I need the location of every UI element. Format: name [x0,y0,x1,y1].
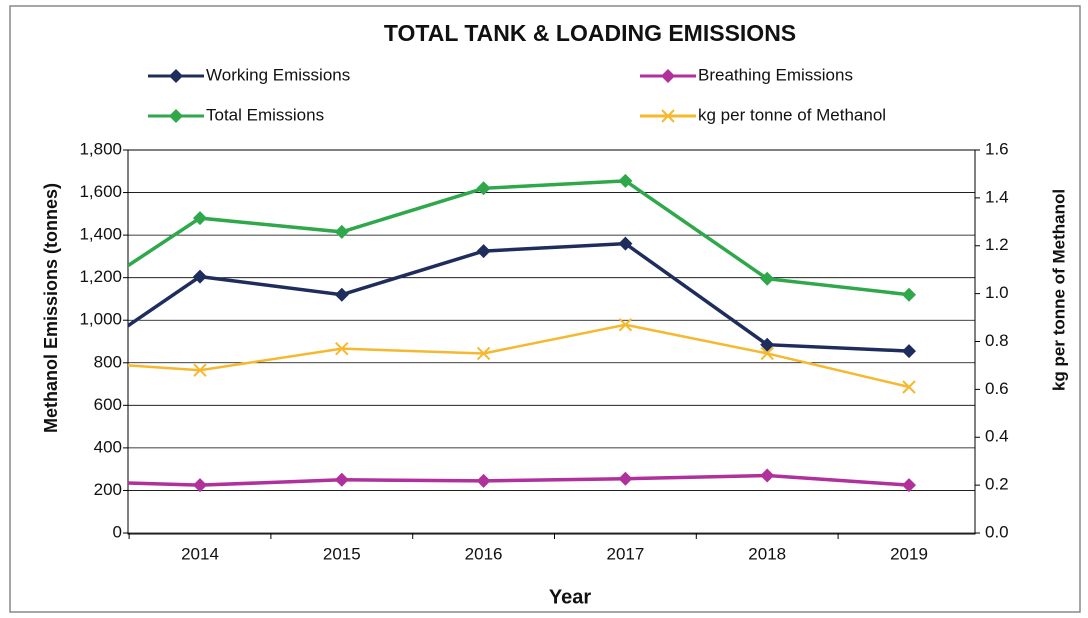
legend-label: Working Emissions [206,65,350,84]
point-marker [760,271,775,286]
y-tick-label: 1,600 [79,182,122,201]
x-tick-label: 2015 [323,544,361,563]
point-marker [51,474,65,488]
y-tick-label: 1,800 [79,139,122,158]
y2-tick-label: 0.2 [985,475,1009,494]
legend-label: Total Emissions [206,105,324,124]
point-marker [760,346,774,361]
y-tick-label: 400 [94,437,122,456]
point-marker [760,468,775,483]
y2-tick-label: 0.0 [985,522,1009,541]
point-marker [169,69,183,83]
x-tick-label: 2014 [181,544,219,563]
point-marker [661,69,675,83]
chart-title: TOTAL TANK & LOADING EMISSIONS [384,20,796,46]
legend-label: Breathing Emissions [698,65,853,84]
point-marker [618,318,633,332]
y-tick-label: 800 [94,352,122,371]
point-marker [618,173,633,188]
x-tick-label: 2016 [465,544,503,563]
chart-frame [9,5,1081,613]
y2-tick-label: 1.0 [985,283,1009,302]
point-marker [902,287,916,302]
y-tick-label: 1,000 [79,310,122,329]
point-marker [476,244,491,259]
y2-tick-label: 1.2 [985,235,1009,254]
point-marker [760,337,775,352]
y2-tick-label: 0.4 [985,427,1009,446]
point-marker [476,181,491,196]
y-tick-label: 0 [113,522,122,541]
y-tick-label: 600 [94,395,122,414]
y-tick-label: 1,200 [79,267,122,286]
x-tick-label: 2018 [748,544,786,563]
y2-tick-label: 1.4 [985,187,1009,206]
point-marker [902,478,916,493]
y2-tick-label: 0.6 [985,379,1009,398]
point-marker [335,341,349,356]
point-marker [476,346,491,361]
series-line [128,323,910,389]
point-marker [618,471,633,486]
y-tick-label: 1,400 [79,225,122,244]
point-marker [618,236,633,251]
point-marker [193,269,207,284]
point-marker [902,380,916,394]
point-marker [334,472,349,487]
point-marker [193,211,207,226]
point-marker [476,473,491,488]
x-axis-title: Year [549,586,591,608]
y2-tick-label: 0.8 [985,331,1009,350]
point-marker [334,287,349,302]
x-tick-label: 2017 [606,544,644,563]
y2-tick-label: 1.6 [985,139,1009,158]
point-marker [169,109,183,123]
point-marker [193,478,207,493]
y-tick-label: 200 [94,480,122,499]
point-marker [334,224,349,239]
x-tick-label: 2019 [890,544,928,563]
point-marker [902,344,916,359]
y-axis-title: Methanol Emissions (tonnes) [41,183,61,433]
legend-label: kg per tonne of Methanol [698,105,886,124]
plot-series [51,173,916,493]
point-marker [193,363,207,377]
y2-axis-title: kg per tonne of Methanol [1049,189,1068,391]
plot-area [127,149,976,535]
point-marker [661,109,675,123]
